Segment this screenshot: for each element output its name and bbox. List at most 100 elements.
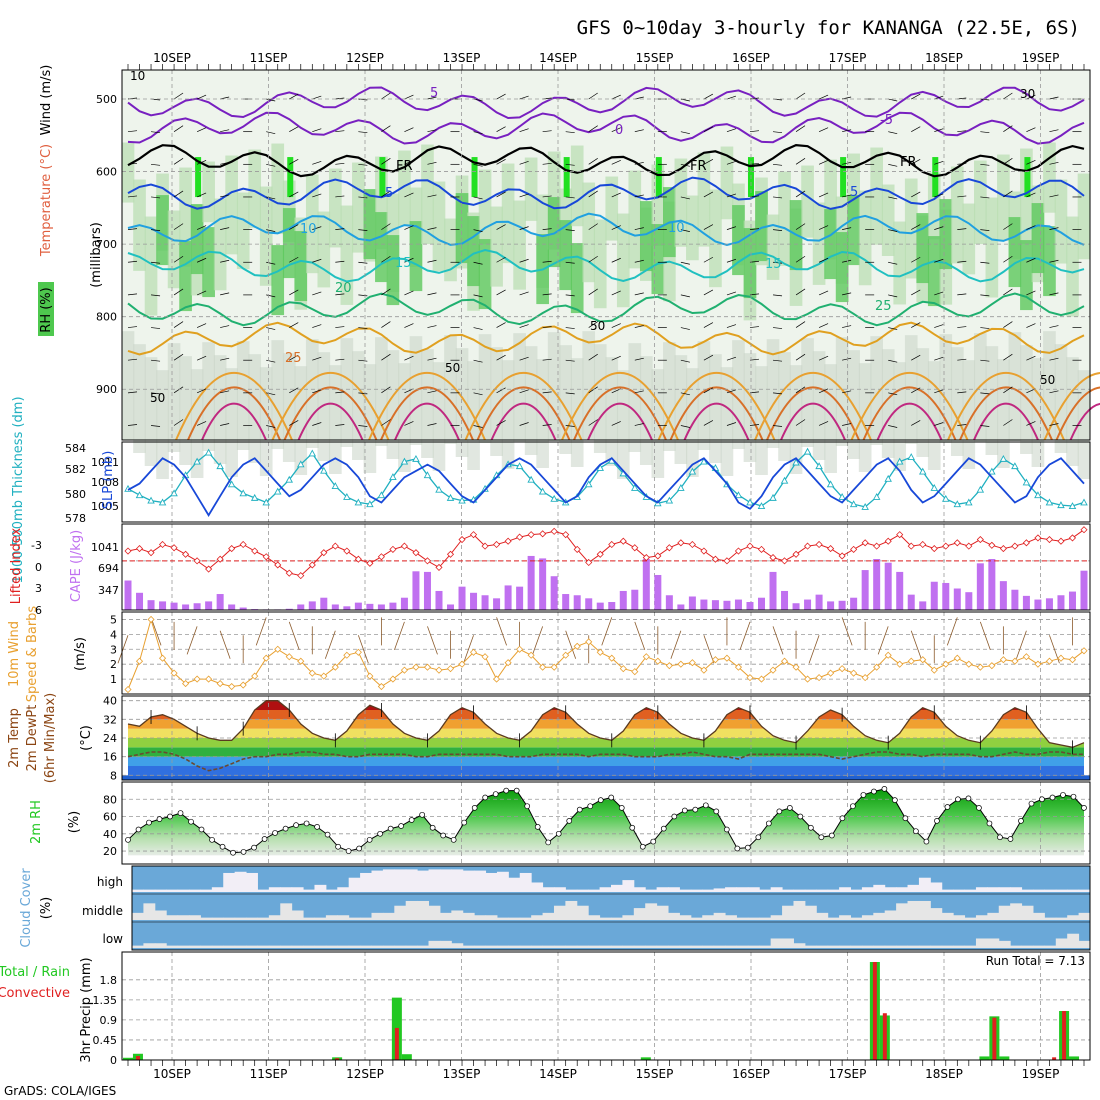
upper-wind-barb (818, 355, 829, 361)
upper-wind-barb (749, 391, 760, 394)
upper-wind-barb (749, 293, 760, 296)
cape-bar (711, 600, 719, 610)
li-point (804, 542, 812, 550)
upper-wind-barb (726, 291, 737, 296)
cape-bar (896, 571, 904, 610)
cloud-bar (428, 940, 441, 948)
upper-wind-barb (1049, 227, 1059, 230)
upper-wind-barb (404, 257, 414, 263)
cloud-bar (508, 945, 521, 948)
upper-wind-barb (795, 158, 806, 165)
upper-wind-barb (312, 389, 322, 394)
upper-wind-barb (196, 94, 207, 100)
rh-shade-mid (501, 163, 515, 264)
surface-wind-barb (117, 635, 129, 664)
upper-wind-barb (726, 356, 737, 361)
rh-point (513, 787, 520, 794)
upper-wind-barb (1049, 357, 1059, 361)
li-point (343, 547, 351, 555)
cloud-bar (474, 945, 487, 948)
cloud-bar (782, 938, 794, 948)
rh-shade-high (386, 235, 400, 306)
rh-point (850, 803, 856, 810)
cloud-bar (234, 871, 247, 892)
cloud-bar (770, 938, 783, 948)
wind-speed-point (723, 654, 731, 662)
upper-wind-barb (519, 160, 529, 165)
upper-wind-barb (1049, 423, 1059, 426)
upper-wind-barb (588, 419, 598, 426)
upper-wind-barb (911, 93, 921, 100)
cloud-bar (975, 915, 988, 920)
upper-wind-barb (381, 158, 391, 165)
li-point (423, 557, 432, 565)
thickness-point (193, 457, 201, 465)
upper-wind-barb (772, 359, 783, 362)
rh-point (240, 849, 247, 855)
cloud-bar (291, 945, 304, 948)
cloud-bar (1078, 912, 1091, 920)
upper-wind-barb (772, 131, 783, 134)
thickness-point (227, 480, 236, 488)
cloud-bar (280, 887, 293, 892)
cape-bar (827, 601, 835, 610)
isotherm-label: 25 (285, 351, 302, 366)
upper-wind-barb (772, 196, 783, 199)
li-point (527, 531, 535, 539)
rh-shade-mid (985, 197, 999, 298)
rh-shade-low (363, 364, 377, 473)
precip-tick: 0.45 (93, 1034, 118, 1047)
thickness-point (988, 467, 996, 475)
rh-point (398, 823, 404, 829)
upper-wind-barb (127, 358, 138, 361)
upper-wind-barb (795, 190, 806, 198)
precip-tick: 0.9 (100, 1014, 118, 1027)
cloud-bar (816, 945, 829, 948)
li-point (274, 561, 282, 569)
cloud-bar (553, 905, 566, 920)
surface-wind-barb (703, 635, 715, 664)
cloud-bar (268, 945, 281, 948)
cloud-bar (953, 945, 966, 948)
upper-wind-barb (611, 323, 621, 328)
rh-shade-mid (962, 203, 976, 275)
upper-wind-barb (611, 225, 621, 230)
li-point (688, 540, 696, 549)
upper-wind-barb (381, 419, 391, 426)
li-point (366, 559, 374, 567)
cloud-bar (257, 889, 270, 892)
wind-speed-point (942, 660, 950, 668)
surface-wind-barb (186, 626, 198, 655)
upper-wind-barb (1049, 292, 1059, 296)
precip-tick: 1.35 (93, 994, 118, 1007)
li-point (988, 541, 996, 549)
li-point (573, 545, 581, 553)
upper-wind-barb (289, 420, 299, 426)
cloud-bar (314, 945, 327, 948)
li-point (919, 540, 927, 549)
upper-wind-barb (127, 228, 138, 230)
cape-axis-label: CAPE (J/kg) (69, 530, 84, 602)
upper-wind-barb (795, 255, 806, 263)
rh-point (765, 820, 772, 827)
pressure-tick: 800 (96, 311, 117, 324)
cape-bar (182, 604, 190, 610)
wind-speed-point (654, 657, 662, 665)
rh-point (146, 819, 152, 826)
cloud-bar (565, 900, 578, 920)
upper-wind-barb (427, 423, 437, 426)
upper-wind-barb (888, 294, 898, 298)
isotherm-label: 5 (850, 185, 858, 200)
upper-wind-barb (911, 354, 921, 361)
cloud-bar (987, 887, 1000, 892)
dewpoint-line (127, 751, 1084, 772)
upper-wind-barb (611, 127, 621, 132)
temp-band (128, 747, 1084, 757)
cape-bar (550, 576, 558, 610)
upper-wind-barb (703, 322, 714, 328)
temp-band (128, 728, 1084, 738)
li-point (550, 527, 558, 535)
li-point (907, 542, 915, 550)
rh-point (808, 824, 814, 831)
wind-speed-point (953, 654, 961, 662)
